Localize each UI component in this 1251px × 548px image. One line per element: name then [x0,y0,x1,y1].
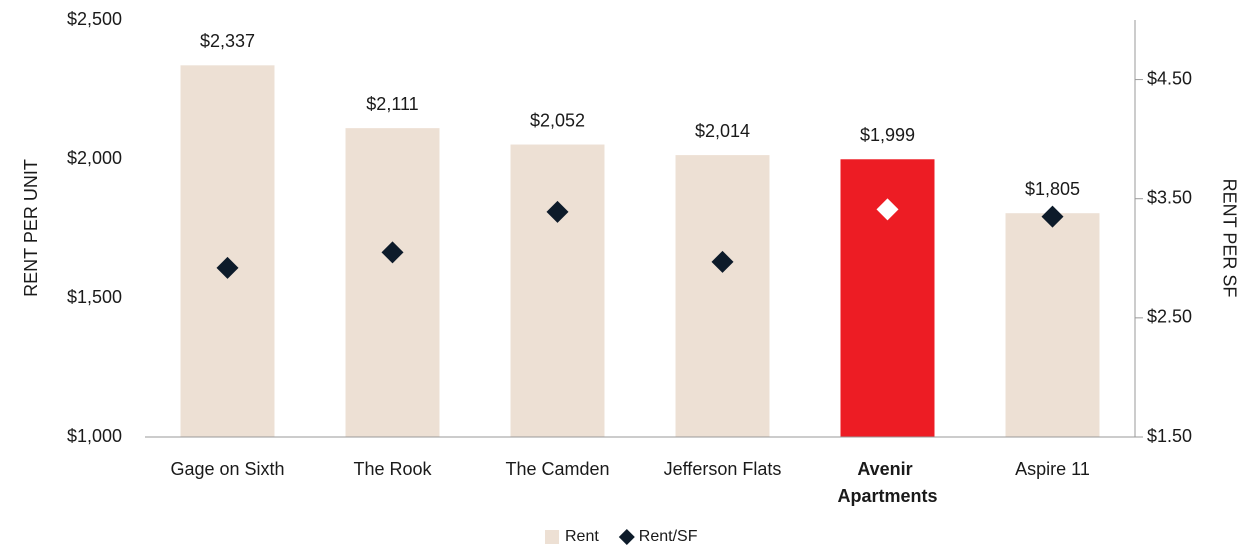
x-tick-label: Aspire 11 [1015,459,1090,479]
marker [216,256,239,279]
legend-label: Rent [565,528,599,545]
x-tick-label: Gage on Sixth [170,459,284,479]
y2-tick-label: $1.50 [1147,426,1192,446]
y-tick-label: $2,500 [67,9,122,29]
y2-axis-label: RENT PER SF [1219,179,1239,298]
bar [345,128,440,437]
y2-tick-label: $2.50 [1147,307,1192,327]
y2-tick-label: $3.50 [1147,187,1192,207]
y-axis-label: RENT PER UNIT [21,159,41,297]
data-label: $2,337 [200,31,255,51]
bar [675,155,770,437]
y-tick-label: $1,000 [67,426,122,446]
marker [876,198,899,221]
data-label: $1,999 [860,125,915,145]
legend-swatch [618,529,635,545]
bar [1005,213,1100,437]
y2-tick-label: $4.50 [1147,68,1192,88]
data-label: $2,111 [366,94,418,114]
x-tick-label: Jefferson Flats [664,459,782,479]
legend-label: Rent/SF [639,528,698,545]
marker [381,241,404,264]
marker [546,200,569,223]
x-tick-label: Avenir Apartments [837,459,937,506]
data-label: $2,052 [530,110,585,130]
x-tick-label: The Rook [353,459,432,479]
data-label: $2,014 [695,121,750,141]
data-label: $1,805 [1025,179,1080,199]
legend-swatch [545,530,559,544]
y-tick-label: $2,000 [67,148,122,168]
x-tick-label: The Camden [505,459,609,479]
marker [1041,205,1064,228]
bar [180,65,275,438]
y-tick-label: $1,500 [67,287,122,307]
bar [510,144,605,437]
marker [711,250,734,273]
